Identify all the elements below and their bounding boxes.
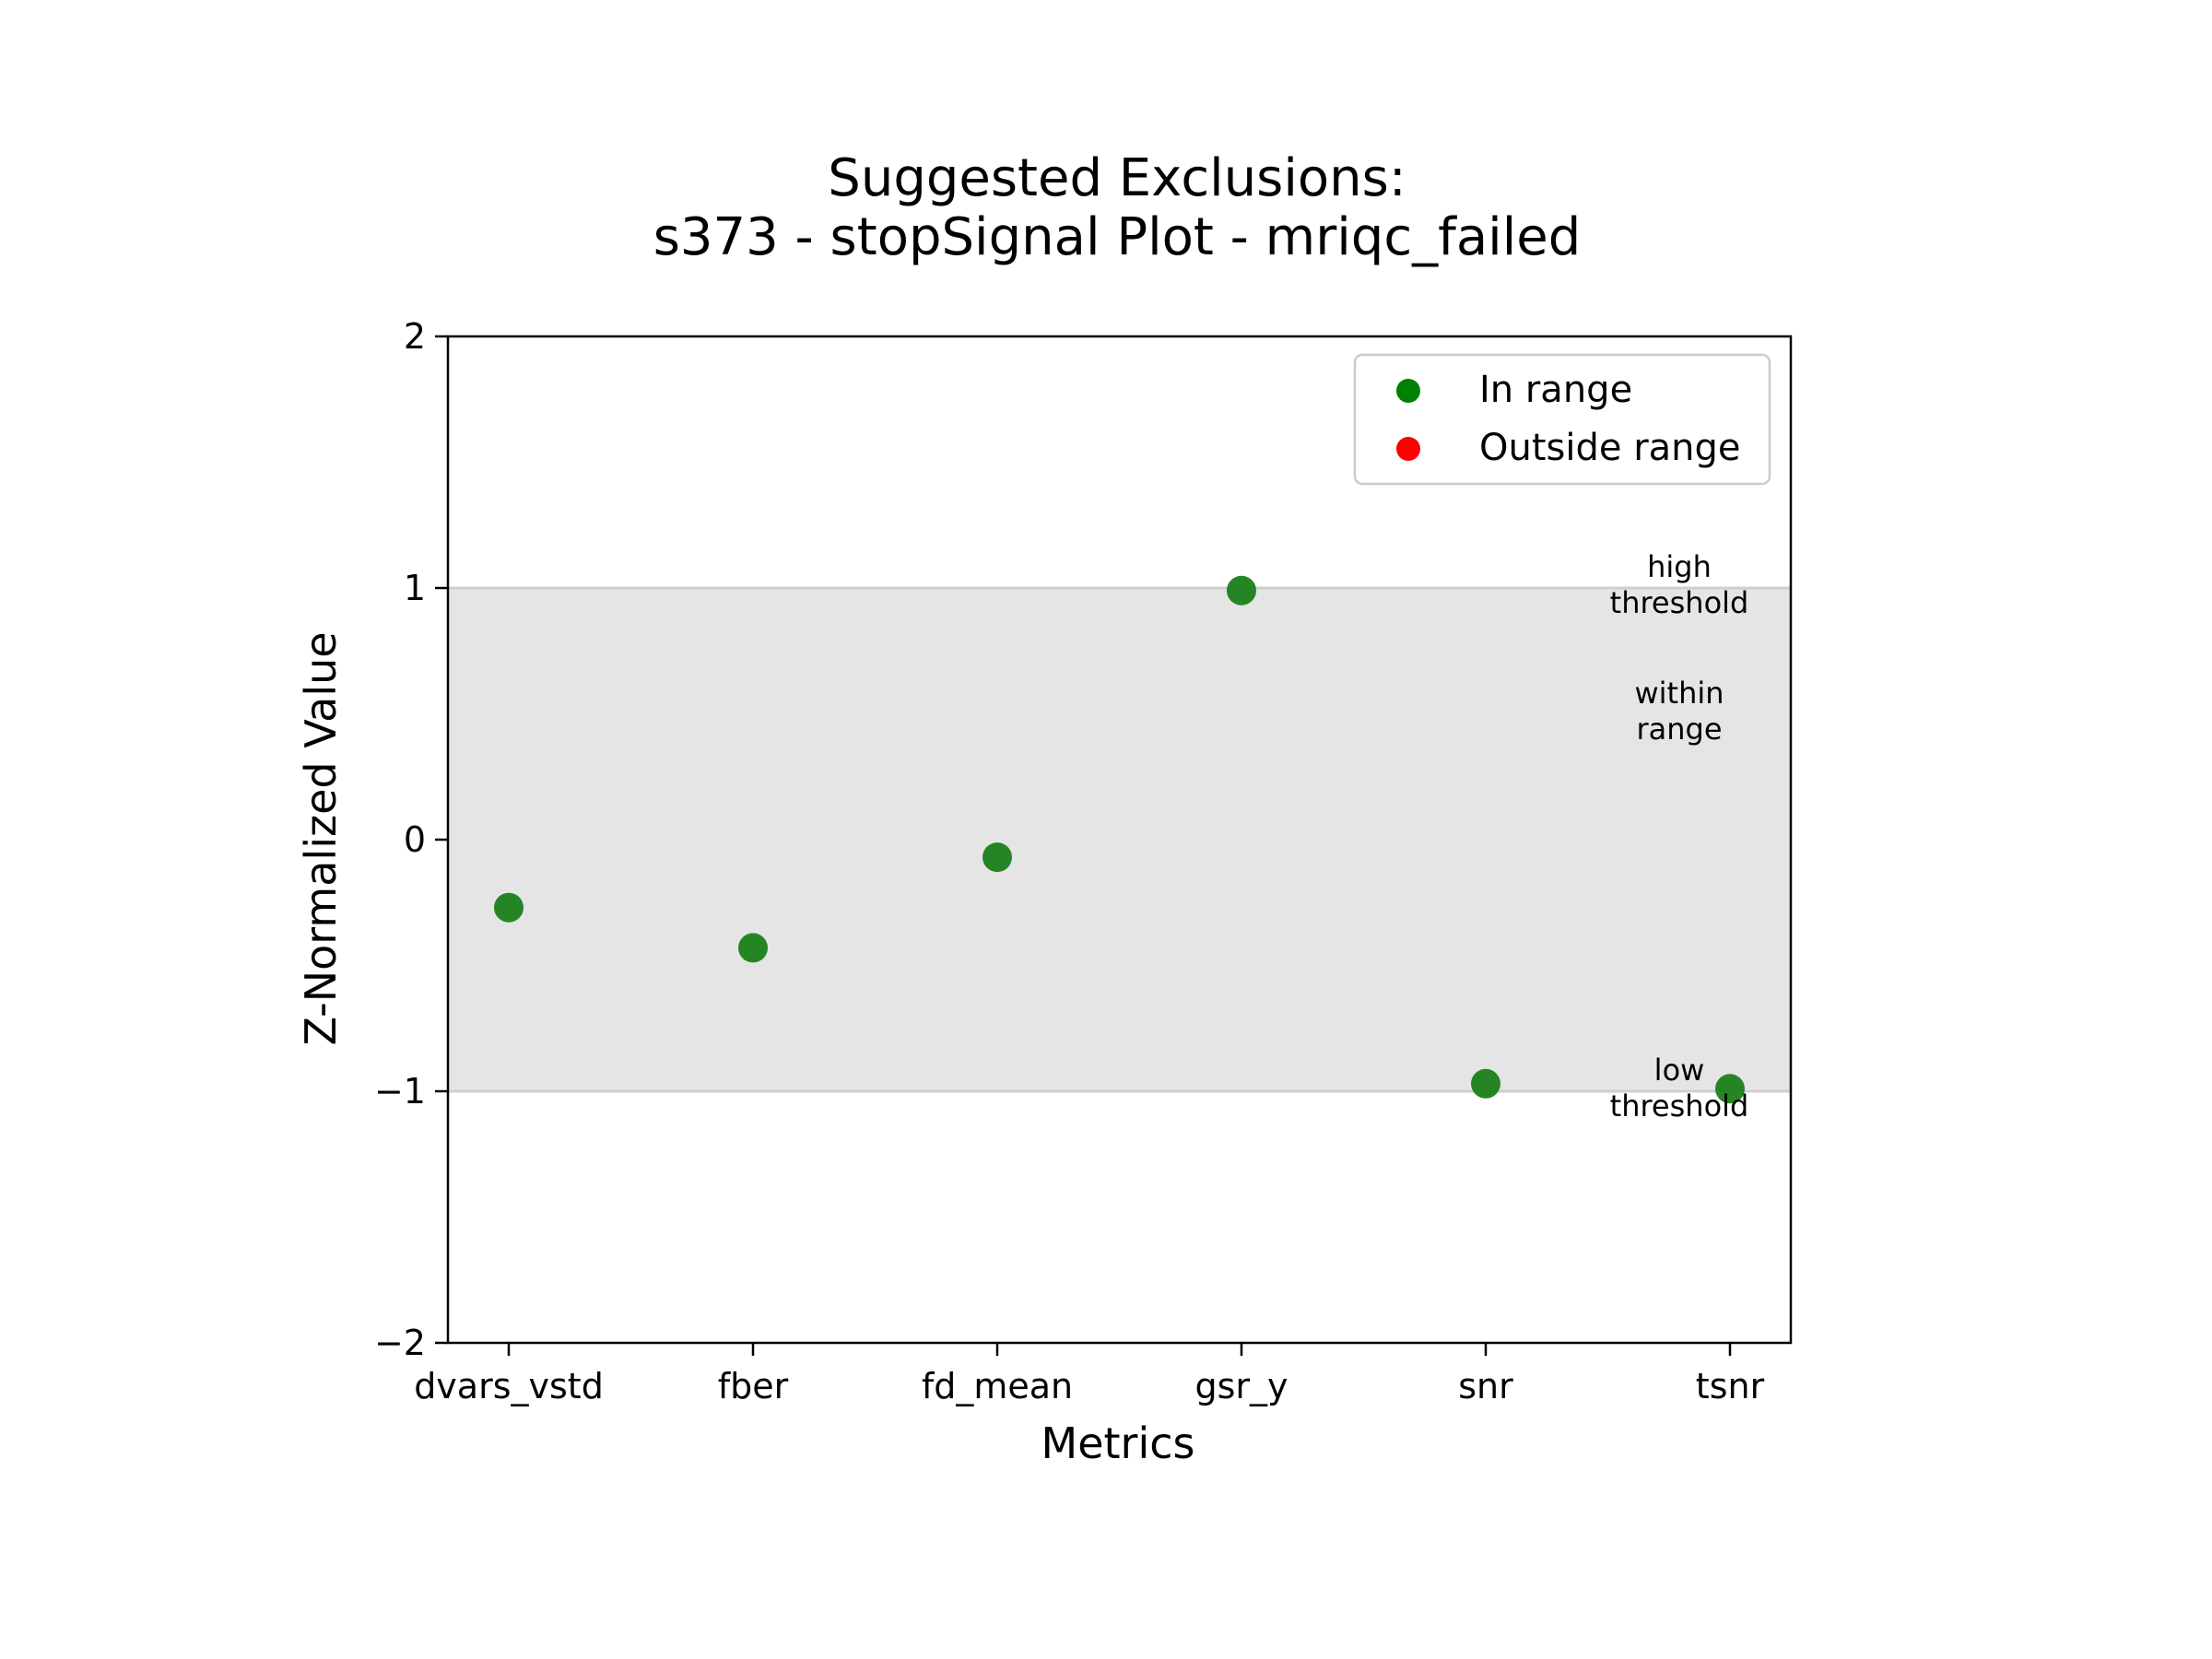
x-tick-label: tsnr: [1696, 1366, 1765, 1406]
y-axis-ticks: 2 1 0 −1 −2: [374, 316, 448, 1363]
x-tick-label: gsr_y: [1194, 1366, 1288, 1406]
legend: In range Outside range: [1353, 353, 1771, 486]
chart-title-line2: s373 - stopSignal Plot - mriqc_failed: [653, 207, 1582, 267]
data-point-gsr-y: [1227, 575, 1256, 606]
legend-marker-in-range: [1396, 379, 1420, 403]
x-tick-label: fber: [718, 1366, 789, 1406]
annotation-high-line1: high: [1647, 549, 1712, 584]
annotation-within-line2: range: [1636, 712, 1722, 747]
data-point-tsnr: [1715, 1074, 1745, 1104]
legend-label-outside-range: Outside range: [1479, 427, 1741, 469]
y-tick-label: 2: [404, 316, 426, 357]
x-tick-label: fd_mean: [922, 1366, 1073, 1406]
x-axis-label: Metrics: [1041, 1418, 1195, 1468]
data-point-dvars-vstd: [494, 892, 524, 923]
data-point-fber: [738, 933, 768, 963]
y-tick-label: 1: [404, 568, 426, 608]
legend-label-in-range: In range: [1479, 369, 1632, 411]
data-point-snr: [1471, 1068, 1500, 1099]
within-range-band: [448, 588, 1791, 1091]
annotation-low-line1: low: [1654, 1053, 1705, 1088]
data-points: [494, 575, 1745, 1104]
x-axis-ticks: dvars_vstd fber fd_mean gsr_y snr tsnr: [414, 1343, 1765, 1406]
data-point-fd-mean: [982, 842, 1012, 873]
legend-box: [1353, 353, 1771, 486]
y-axis-label: Z-Normalized Value: [296, 631, 346, 1045]
annotation-low-line2: threshold: [1610, 1088, 1749, 1124]
y-tick-label: −1: [374, 1071, 426, 1112]
annotation-high-line2: threshold: [1610, 585, 1749, 620]
legend-marker-outside-range: [1396, 437, 1420, 461]
y-tick-label: 0: [404, 819, 426, 860]
x-tick-label: snr: [1458, 1366, 1513, 1406]
chart-title-line1: Suggested Exclusions:: [828, 148, 1406, 208]
x-tick-label: dvars_vstd: [414, 1366, 604, 1406]
annotation-within-line1: within: [1634, 676, 1724, 711]
y-tick-label: −2: [374, 1323, 426, 1363]
